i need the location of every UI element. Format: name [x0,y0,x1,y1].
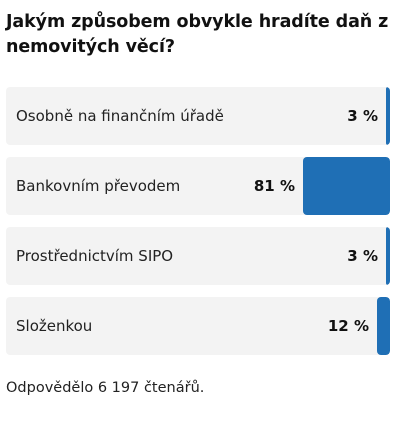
poll-option-label: Osobně na finančním úřadě [16,107,224,125]
poll-footer-respondents: Odpovědělo 6 197 čtenářů. [6,380,205,396]
poll-question: Jakým způsobem obvykle hradíte daň z nem… [6,12,389,57]
poll-option-percent: 3 % [347,107,378,125]
poll-option-label: Prostřednictvím SIPO [16,247,174,265]
poll-option-percent: 12 % [327,317,369,335]
poll-widget: Jakým způsobem obvykle hradíte daň z nem… [6,10,390,355]
poll-option-bar [303,157,390,215]
poll-option-percent: 3 % [347,247,378,265]
poll-option-label: Bankovním převodem [16,177,181,195]
poll-option: Osobně na finančním úřadě 3 % [6,87,390,145]
poll-option-label: Složenkou [16,317,93,335]
poll-option-bar [386,227,390,285]
poll-options: Osobně na finančním úřadě 3 % Bankovním … [6,87,390,367]
poll-option: Prostřednictvím SIPO 3 % [6,227,390,285]
poll-option: Bankovním převodem 81 % [6,157,390,215]
poll-option-bar [386,87,390,145]
poll-option: Složenkou 12 % [6,297,390,355]
poll-option-percent: 81 % [253,177,295,195]
poll-option-bar [377,297,390,355]
